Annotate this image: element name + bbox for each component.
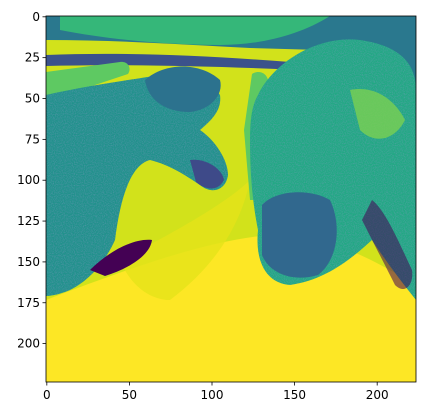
blanket-fold: [120, 180, 250, 300]
y-axis: 0 25 50 75 100 125 150 175 200: [17, 10, 46, 351]
x-tick-label: 200: [366, 388, 389, 402]
pillow-highlight: [60, 16, 330, 45]
y-tick-label: 100: [17, 173, 40, 187]
x-tick-label: 150: [283, 388, 306, 402]
y-tick-label: 25: [25, 51, 40, 65]
right-cat-leg: [362, 200, 413, 290]
left-cat-head: [145, 66, 221, 112]
y-tick-label: 125: [17, 214, 40, 228]
right-cat-head: [262, 192, 337, 278]
x-tick-label: 100: [201, 388, 224, 402]
y-tick-label: 50: [25, 92, 40, 106]
left-cat-tail: [90, 239, 152, 276]
y-tick-label: 175: [17, 296, 40, 310]
remote-left: [46, 61, 130, 100]
x-axis: 0 50 100 150 200: [43, 382, 389, 402]
image-plot-area: [46, 16, 416, 382]
x-tick-label: 0: [43, 388, 51, 402]
right-cat-light-patch: [350, 89, 405, 139]
x-tick-label: 50: [122, 388, 137, 402]
y-tick-label: 0: [32, 10, 40, 24]
dark-crease: [46, 53, 300, 70]
y-tick-label: 200: [17, 337, 40, 351]
y-tick-label: 75: [25, 132, 40, 146]
y-tick-label: 150: [17, 255, 40, 269]
left-cat-stripes: [46, 72, 228, 296]
axes-frame: [45, 15, 417, 383]
left-cat-paw-dark: [190, 159, 224, 189]
